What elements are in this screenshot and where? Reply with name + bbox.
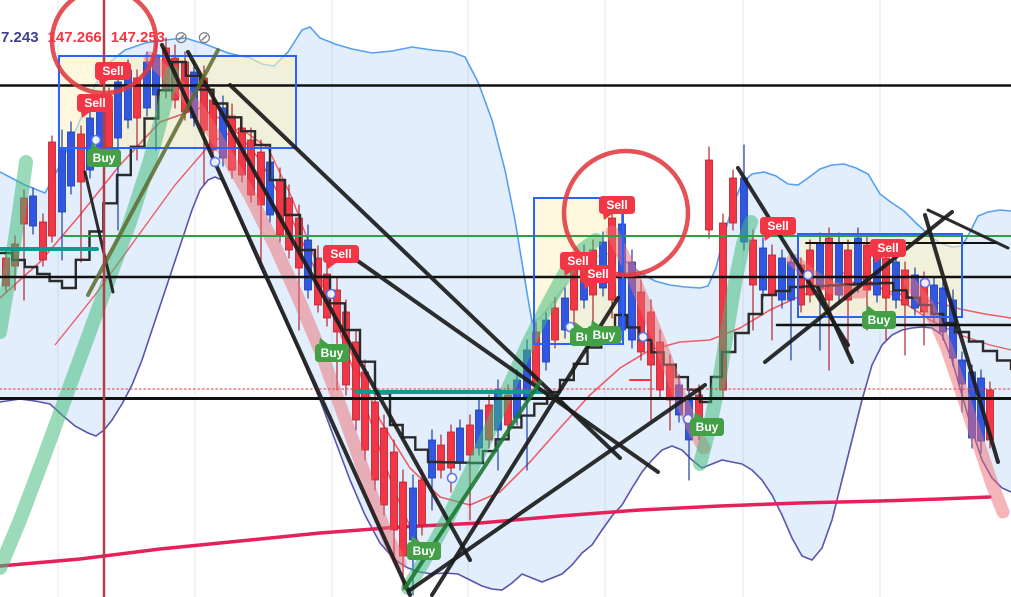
sell-signal-label[interactable]: Sell	[599, 196, 635, 220]
trend-lines	[83, 43, 1010, 597]
svg-text:Buy: Buy	[696, 420, 719, 434]
olive-trend-line[interactable]	[86, 48, 220, 297]
candlestick	[854, 227, 862, 293]
sell-signal-label[interactable]: Sell	[77, 94, 113, 118]
price-readout: 7.243 147.266 147.253 ⊘ ⊘	[1, 29, 212, 46]
buy-signal-label[interactable]: Buy	[407, 536, 441, 560]
sell-signal-label[interactable]: Sell	[870, 239, 906, 263]
price-value-1: 7.243	[1, 29, 39, 46]
bearish-ribbon	[143, 51, 407, 570]
buy-signal-label[interactable]: Buy	[87, 143, 121, 167]
circle-marker	[637, 331, 649, 343]
sell-signal-label[interactable]: Sell	[95, 62, 131, 86]
circle-marker	[90, 134, 102, 146]
candlestick	[825, 227, 833, 371]
sell-signal-label[interactable]: Sell	[323, 245, 359, 269]
svg-text:Sell: Sell	[330, 247, 351, 261]
circle-marker	[209, 156, 221, 168]
candlestick	[759, 237, 767, 299]
signal-markers	[90, 134, 931, 484]
svg-text:Buy: Buy	[321, 346, 344, 360]
candlestick	[352, 329, 360, 431]
svg-text:Buy: Buy	[868, 313, 891, 327]
magenta-ma-line	[0, 495, 992, 568]
svg-text:Buy: Buy	[593, 328, 616, 342]
trend-line[interactable]	[186, 50, 472, 562]
candlestick	[67, 121, 75, 195]
bearish-ribbon	[903, 276, 1010, 519]
buy-signal-label[interactable]: Buy	[862, 305, 896, 329]
trend-line[interactable]	[763, 210, 954, 364]
buy-signal-label[interactable]: Buy	[690, 412, 724, 436]
sell-signal-label[interactable]: Sell	[760, 217, 796, 241]
candlestick	[778, 249, 786, 309]
horizontal-levels	[0, 84, 1011, 400]
buy-signal-label[interactable]: Buy	[587, 320, 621, 344]
candlestick	[551, 297, 559, 349]
candlestick	[371, 389, 379, 491]
circle-marker	[325, 288, 337, 300]
candlestick	[705, 146, 713, 239]
candlestick	[39, 213, 47, 267]
candlestick	[729, 169, 737, 231]
candlestick	[437, 434, 445, 479]
svg-text:Sell: Sell	[877, 241, 898, 255]
trend-line[interactable]	[923, 213, 1000, 464]
candlestick	[29, 187, 37, 235]
price-value-2: 147.266	[47, 29, 102, 46]
svg-text:Sell: Sell	[587, 267, 608, 281]
svg-text:Sell: Sell	[606, 198, 627, 212]
trend-line[interactable]	[408, 383, 707, 592]
svg-text:Buy: Buy	[93, 151, 116, 165]
candlestick	[48, 135, 56, 243]
svg-text:Sell: Sell	[102, 64, 123, 78]
candlestick	[418, 469, 426, 536]
svg-text:Sell: Sell	[767, 219, 788, 233]
price-value-3: 147.253	[110, 29, 166, 46]
sell-signal-label[interactable]: Sell	[580, 265, 616, 289]
red-annotation-circle[interactable]	[561, 148, 691, 278]
svg-text:Buy: Buy	[413, 544, 436, 558]
bullish-ribbon	[0, 155, 33, 339]
trend-line[interactable]	[83, 170, 115, 294]
circle-marker	[802, 269, 814, 281]
trend-line[interactable]	[160, 43, 412, 597]
circle-marker	[446, 472, 458, 484]
annotation-circles	[49, 0, 691, 278]
trend-line[interactable]	[343, 250, 660, 474]
signal-labels: SellSellSellSellSellSellSellSellBuyBuyBu…	[77, 62, 906, 560]
trend-line[interactable]	[430, 296, 620, 597]
circle-marker	[919, 277, 931, 289]
hidden-symbol-icon-1[interactable]: ⊘	[174, 28, 189, 47]
highlight-box-border[interactable]	[58, 55, 297, 149]
svg-text:Sell: Sell	[567, 254, 588, 268]
bullish-ribbon	[0, 65, 179, 575]
svg-text:Sell: Sell	[84, 96, 105, 110]
hidden-symbol-icon-2[interactable]: ⊘	[197, 28, 212, 47]
candlestick	[561, 287, 569, 339]
trend-line[interactable]	[816, 286, 854, 364]
red-annotation-circle[interactable]	[49, 0, 159, 96]
buy-signal-label[interactable]: Buy	[315, 338, 349, 362]
candlestick	[380, 414, 388, 516]
candlestick	[892, 254, 900, 309]
trend-line[interactable]	[926, 208, 1010, 250]
